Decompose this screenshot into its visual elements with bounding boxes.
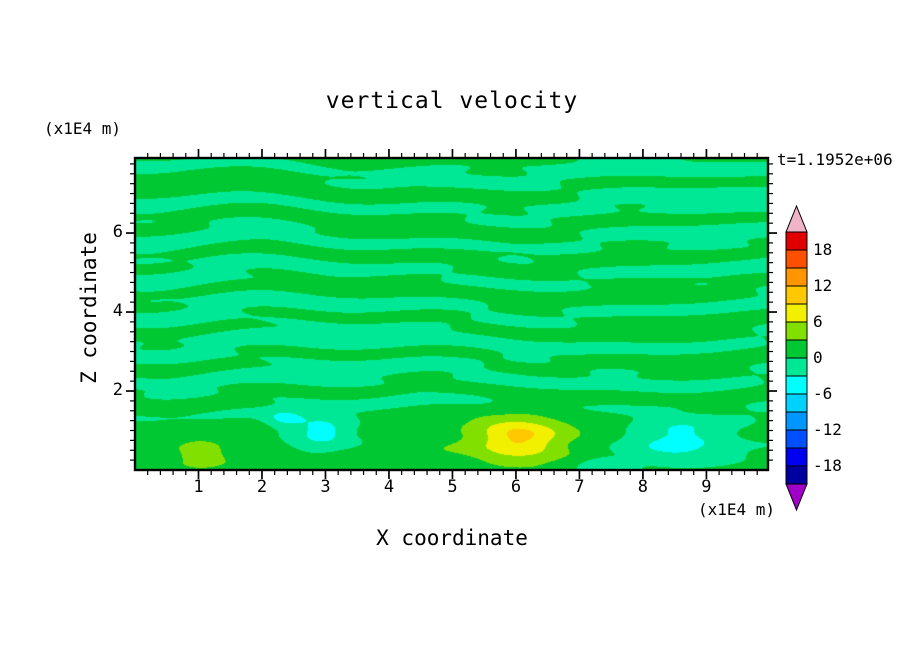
y-tick-label: 6 [112,222,123,243]
time-annotation: t=1.1952e+06 [777,150,893,169]
contour-field-canvas [135,158,768,470]
x-tick-label: 9 [701,477,712,497]
chart-title: vertical velocity [325,88,579,114]
colorbar-tick-label: -6 [813,384,833,403]
colorbar-tick-label: 12 [813,276,833,295]
x-axis-label: X coordinate [376,526,528,550]
x-tick-label: 1 [193,477,204,497]
x-tick-label: 8 [637,477,649,497]
colorbar-tick-label: -12 [813,420,842,439]
y-tick-label: 4 [112,301,123,322]
colorbar-tick-label: 18 [813,240,833,259]
x-axis-units-label: (x1E4 m) [697,500,775,519]
x-tick-label: 2 [256,477,268,497]
x-tick-label: 5 [447,477,458,497]
colorbar-tick-label: -18 [813,456,842,475]
x-tick-label: 3 [320,477,331,497]
y-axis-units-label: (x1E4 m) [44,119,122,138]
x-tick-label: 6 [510,477,522,497]
colorbar [785,204,808,512]
colorbar-tick-label: 0 [813,348,823,367]
x-tick-label: 4 [383,477,395,497]
colorbar-tick-label: 6 [813,312,823,331]
x-tick-label: 7 [574,477,585,497]
y-tick-label: 2 [112,380,123,400]
